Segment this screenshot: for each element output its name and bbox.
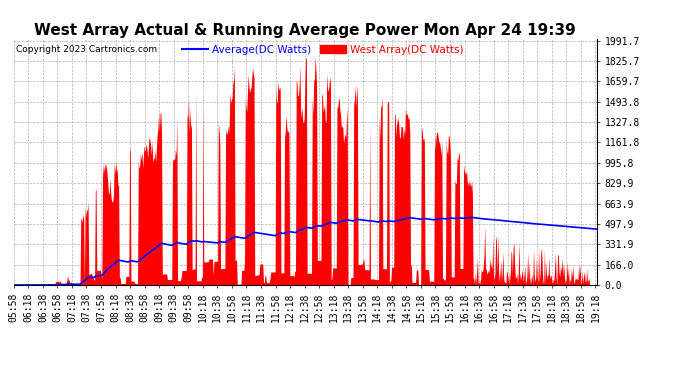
- Title: West Array Actual & Running Average Power Mon Apr 24 19:39: West Array Actual & Running Average Powe…: [34, 23, 576, 38]
- Legend: Average(DC Watts), West Array(DC Watts): Average(DC Watts), West Array(DC Watts): [182, 45, 464, 55]
- Text: Copyright 2023 Cartronics.com: Copyright 2023 Cartronics.com: [16, 45, 157, 54]
